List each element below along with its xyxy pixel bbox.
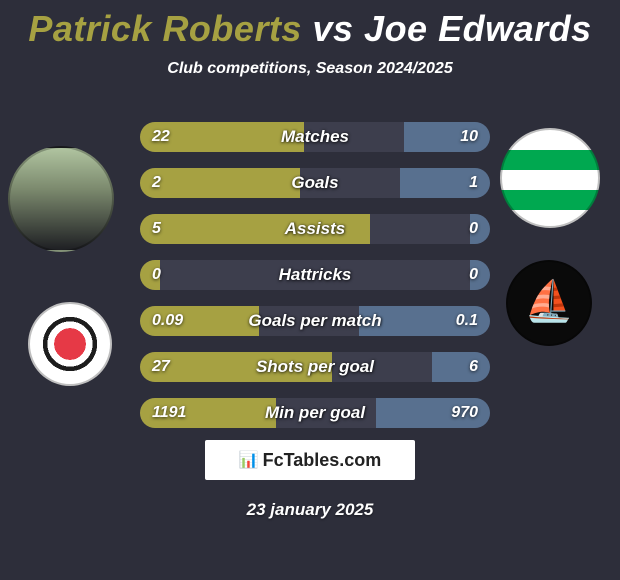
stat-row: Assists50 xyxy=(140,214,490,244)
stat-row: Goals per match0.090.1 xyxy=(140,306,490,336)
title-player1: Patrick Roberts xyxy=(28,8,302,49)
player1-avatar xyxy=(8,146,114,252)
stat-value-left: 0.09 xyxy=(152,306,183,336)
title-player2: Joe Edwards xyxy=(364,8,592,49)
stat-value-left: 22 xyxy=(152,122,170,152)
player2-avatar xyxy=(500,128,600,228)
chart-icon: 📊 xyxy=(239,450,259,470)
branding-text: FcTables.com xyxy=(263,450,382,471)
comparison-title: Patrick Roberts vs Joe Edwards xyxy=(0,0,620,50)
player1-club-logo xyxy=(28,302,112,386)
stat-value-right: 0.1 xyxy=(456,306,478,336)
stat-value-right: 10 xyxy=(460,122,478,152)
player2-club-logo: ⛵ xyxy=(506,260,592,346)
stat-bar-right xyxy=(432,352,490,382)
stat-row: Goals21 xyxy=(140,168,490,198)
snapshot-date: 23 january 2025 xyxy=(0,500,620,520)
stat-row: Hattricks0 0 xyxy=(140,260,490,290)
stat-value-left: 0 xyxy=(152,260,161,290)
stat-value-left: 1191 xyxy=(152,398,186,428)
stat-value-right: 0 xyxy=(469,214,478,244)
sailboat-icon: ⛵ xyxy=(524,278,574,325)
comparison-subtitle: Club competitions, Season 2024/2025 xyxy=(0,60,620,78)
stat-row: Matches2210 xyxy=(140,122,490,152)
title-vs: vs xyxy=(312,8,353,49)
stat-value-left: 5 xyxy=(152,214,161,244)
stat-row: Shots per goal276 xyxy=(140,352,490,382)
stat-label: Hattricks xyxy=(140,260,490,290)
stat-value-left: 2 xyxy=(152,168,161,198)
branding-badge[interactable]: 📊 FcTables.com xyxy=(205,440,415,480)
stat-value-right: 1 xyxy=(469,168,478,198)
stats-container: Matches2210Goals21Assists50Hattricks00Go… xyxy=(140,122,490,444)
stat-bar-left xyxy=(140,168,300,198)
stat-value-right: 0 xyxy=(469,260,478,290)
stat-value-right: 970 xyxy=(451,398,478,428)
stat-value-right: 6 xyxy=(469,352,478,382)
stat-row: Min per goal1191970 xyxy=(140,398,490,428)
stat-value-left: 27 xyxy=(152,352,170,382)
stat-bar-left xyxy=(140,214,370,244)
